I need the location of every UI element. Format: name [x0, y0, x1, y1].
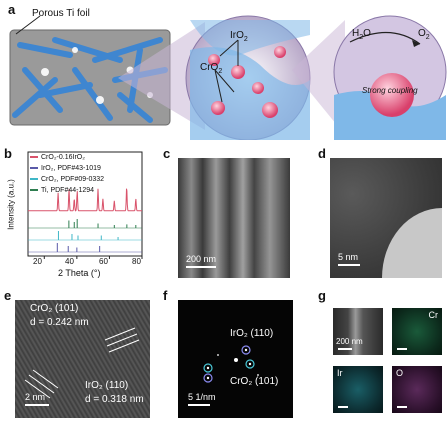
series-line-0	[28, 188, 142, 212]
scale-bar	[25, 404, 49, 406]
foil-pointer	[15, 15, 41, 35]
panel-a-label: a	[8, 2, 16, 17]
scale-bar	[186, 266, 216, 268]
eds-map-ir: Ir	[333, 366, 383, 413]
iro2-particles	[208, 46, 286, 118]
label-cro2: CrO2	[200, 62, 223, 75]
tem-image: 5 nm	[330, 158, 442, 278]
label-o2: O2	[418, 28, 430, 41]
xrd-xtick-2: 60	[99, 257, 108, 266]
hrtem-image: CrO₂ (101) d = 0.242 nm IrO₂ (110) d = 0…	[15, 300, 150, 418]
iro2-plane: IrO₂ (110)	[85, 380, 129, 391]
legend-item: CrO₂-0.16IrO₂	[30, 152, 104, 163]
scale-bar	[338, 348, 352, 350]
label-h2o: H2O	[352, 28, 371, 41]
label-coupling: Strong coupling	[362, 86, 418, 95]
scale-text: 200 nm	[186, 254, 217, 264]
foil-label: Porous Ti foil	[32, 8, 90, 19]
panel-e-label: e	[4, 288, 12, 303]
scale-bar	[338, 264, 360, 266]
scale-text: 5 nm	[338, 252, 359, 262]
cro2-plane: CrO₂ (101)	[30, 303, 79, 314]
fft-cro2: CrO₂ (101)	[230, 376, 279, 387]
haadf-image: 200 nm	[333, 308, 383, 355]
xrd-xtick-0: 20	[33, 257, 42, 266]
lattice-markers	[24, 327, 140, 399]
fft-iro2: IrO₂ (110)	[230, 328, 274, 339]
iro2-d: d = 0.318 nm	[85, 394, 144, 405]
scale-text: 5 1/nm	[188, 392, 216, 402]
panel-b-label: b	[4, 146, 12, 161]
cro2-d: d = 0.242 nm	[30, 317, 89, 328]
eds-map-o: O	[392, 366, 442, 413]
legend-item: IrO₂, PDF#43-1019	[30, 163, 104, 174]
panel-d-label: d	[318, 146, 326, 161]
fft-image: IrO₂ (110) CrO₂ (101) 5 1/nm	[178, 300, 293, 418]
panel-c-label: c	[163, 146, 171, 161]
xrd-xlabel: 2 Theta (°)	[58, 268, 101, 278]
eds-map-cr: Cr	[392, 308, 442, 355]
xrd-legend: CrO₂-0.16IrO₂ IrO₂, PDF#43-1019 CrO₂, PD…	[30, 152, 104, 196]
label-iro2: IrO2	[230, 30, 248, 43]
nanorods	[12, 37, 168, 123]
xrd-ylabel: Intensity (a.u.)	[6, 179, 16, 230]
xrd-xtick-3: 80	[132, 257, 141, 266]
plot-frame	[27, 151, 143, 257]
legend-item: Ti, PDF#44-1294	[30, 185, 104, 196]
diffraction-spots	[203, 345, 259, 383]
scale-bar	[188, 404, 210, 406]
xrd-chart	[27, 151, 143, 259]
xrd-xtick-1: 40	[65, 257, 74, 266]
sem-image: 200 nm	[178, 158, 290, 278]
panel-g-label: g	[318, 288, 326, 303]
panel-a-schematic	[9, 15, 447, 140]
legend-item: CrO₂, PDF#09-0332	[30, 174, 104, 185]
scale-text: 2 nm	[25, 392, 46, 402]
panel-f-label: f	[163, 288, 168, 303]
scale-text: 200 nm	[336, 337, 363, 346]
